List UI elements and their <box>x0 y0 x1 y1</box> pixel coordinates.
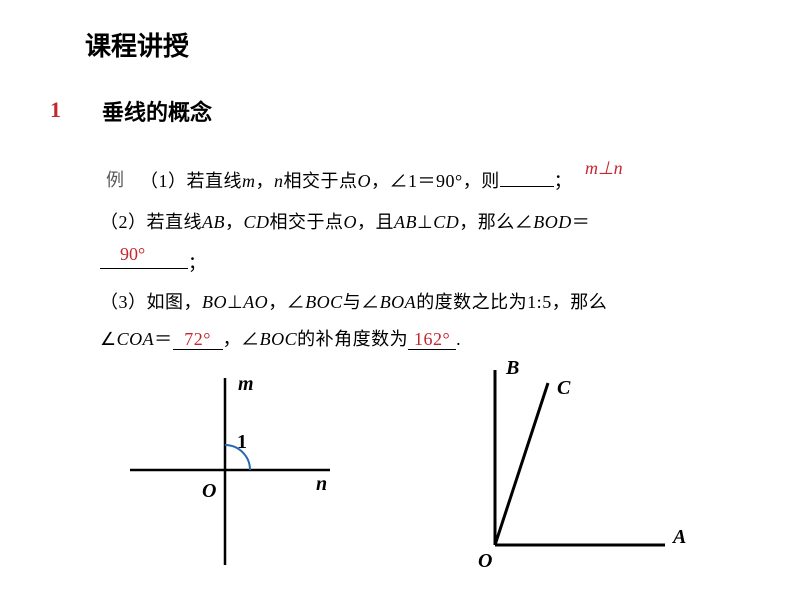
l4-a: （3）如图， <box>100 292 202 312</box>
line-3-blank: ； <box>100 248 207 275</box>
diagram-1-svg: m n O 1 <box>120 370 350 580</box>
dia1-m-label: m <box>238 373 254 395</box>
l4-perp: ⊥ <box>227 292 243 312</box>
answer-162: 162° <box>414 329 450 349</box>
l5-COA: COA <box>117 329 155 349</box>
l4-b: ，∠ <box>268 292 305 312</box>
l2-AB: AB <box>202 212 225 232</box>
l4-BOA: BOA <box>380 292 417 312</box>
diagram-2: B C A O <box>460 360 720 580</box>
dia2-O-label: O <box>478 550 492 572</box>
l2-BOD: BOD <box>533 212 572 232</box>
line-2: （2）若直线AB，CD相交于点O，且AB⊥CD，那么∠BOD＝ <box>100 208 590 234</box>
l5-blank1: 72° <box>173 329 223 350</box>
ans-mn-text: m⊥n <box>585 158 623 178</box>
line-5: ∠COA＝ 72° ，∠BOC的补角度数为 162°. <box>100 325 461 351</box>
l5-BOC: BOC <box>260 329 298 349</box>
l1-blank <box>500 166 554 187</box>
l2-b: ， <box>225 212 244 232</box>
l5-d: 的补角度数为 <box>297 329 408 349</box>
l1-n: n <box>274 171 284 191</box>
l2-AB2: AB <box>394 212 417 232</box>
l5-blank2: 162° <box>408 329 456 350</box>
answer-90: 90° <box>120 244 145 265</box>
dia1-O-label: O <box>202 480 216 502</box>
dia2-C-label: C <box>557 377 571 399</box>
l2-a: （2）若直线 <box>100 212 202 232</box>
line-1: （1）若直线m，n相交于点O，∠1＝90°，则 ； <box>140 166 572 193</box>
example-label: 例 <box>106 166 124 192</box>
section-number: 1 <box>50 97 61 123</box>
l2-perp: ⊥ <box>417 212 433 232</box>
l1-b: ， <box>256 171 275 191</box>
answer-72: 72° <box>184 329 211 349</box>
l5-e: . <box>456 329 461 349</box>
l5-b: ＝ <box>154 329 173 349</box>
l4-c: 与∠ <box>343 292 380 312</box>
dia2-OC <box>495 383 548 545</box>
dia1-one-label: 1 <box>237 431 247 453</box>
l5-c: ，∠ <box>223 329 260 349</box>
l2-d: ，且 <box>357 212 394 232</box>
l3-tail: ； <box>188 253 207 273</box>
l4-BO: BO <box>202 292 227 312</box>
l5-a: ∠ <box>100 329 117 349</box>
section-label: 课程讲授 <box>85 26 189 63</box>
diagram-1: m n O 1 <box>120 370 350 580</box>
l4-BOC: BOC <box>305 292 343 312</box>
l2-f: ＝ <box>572 212 591 232</box>
l2-O: O <box>344 212 358 232</box>
l1-m: m <box>242 171 256 191</box>
l2-CD2: CD <box>433 212 459 232</box>
l2-e: ，那么∠ <box>459 212 533 232</box>
l4-d: 的度数之比为1:5，那么 <box>416 292 607 312</box>
dia2-B-label: B <box>505 360 519 379</box>
l2-c: 相交于点 <box>270 212 344 232</box>
l1-e: ； <box>554 171 573 191</box>
l1-c: 相交于点 <box>284 171 358 191</box>
l1-O: O <box>358 171 372 191</box>
dia2-A-label: A <box>671 526 686 548</box>
section-heading: 垂线的概念 <box>102 95 212 127</box>
line-4: （3）如图，BO⊥AO，∠BOC与∠BOA的度数之比为1:5，那么 <box>100 288 607 314</box>
diagram-2-svg: B C A O <box>460 360 720 580</box>
l2-CD: CD <box>244 212 270 232</box>
l1-d: ，∠1＝90°，则 <box>371 171 500 191</box>
answer-mn: m⊥n <box>585 158 623 179</box>
dia1-n-label: n <box>316 473 327 495</box>
l1-a: （1）若直线 <box>140 171 242 191</box>
l4-AO: AO <box>243 292 268 312</box>
